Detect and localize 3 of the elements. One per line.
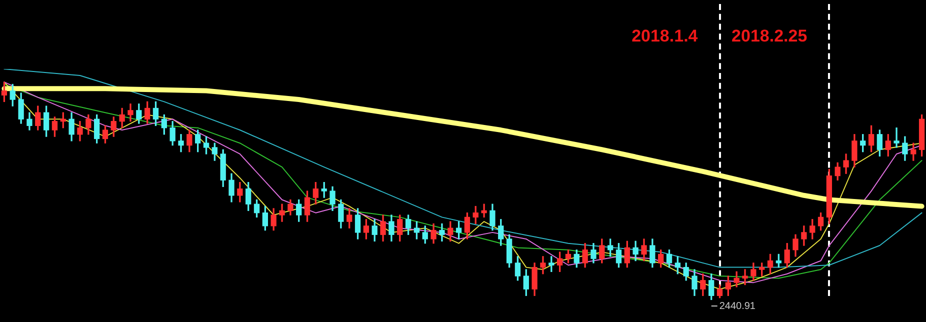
- text: 2440.91: [719, 300, 756, 312]
- text: 2018.2.25: [732, 26, 808, 46]
- text: 2018.1.4: [632, 26, 698, 46]
